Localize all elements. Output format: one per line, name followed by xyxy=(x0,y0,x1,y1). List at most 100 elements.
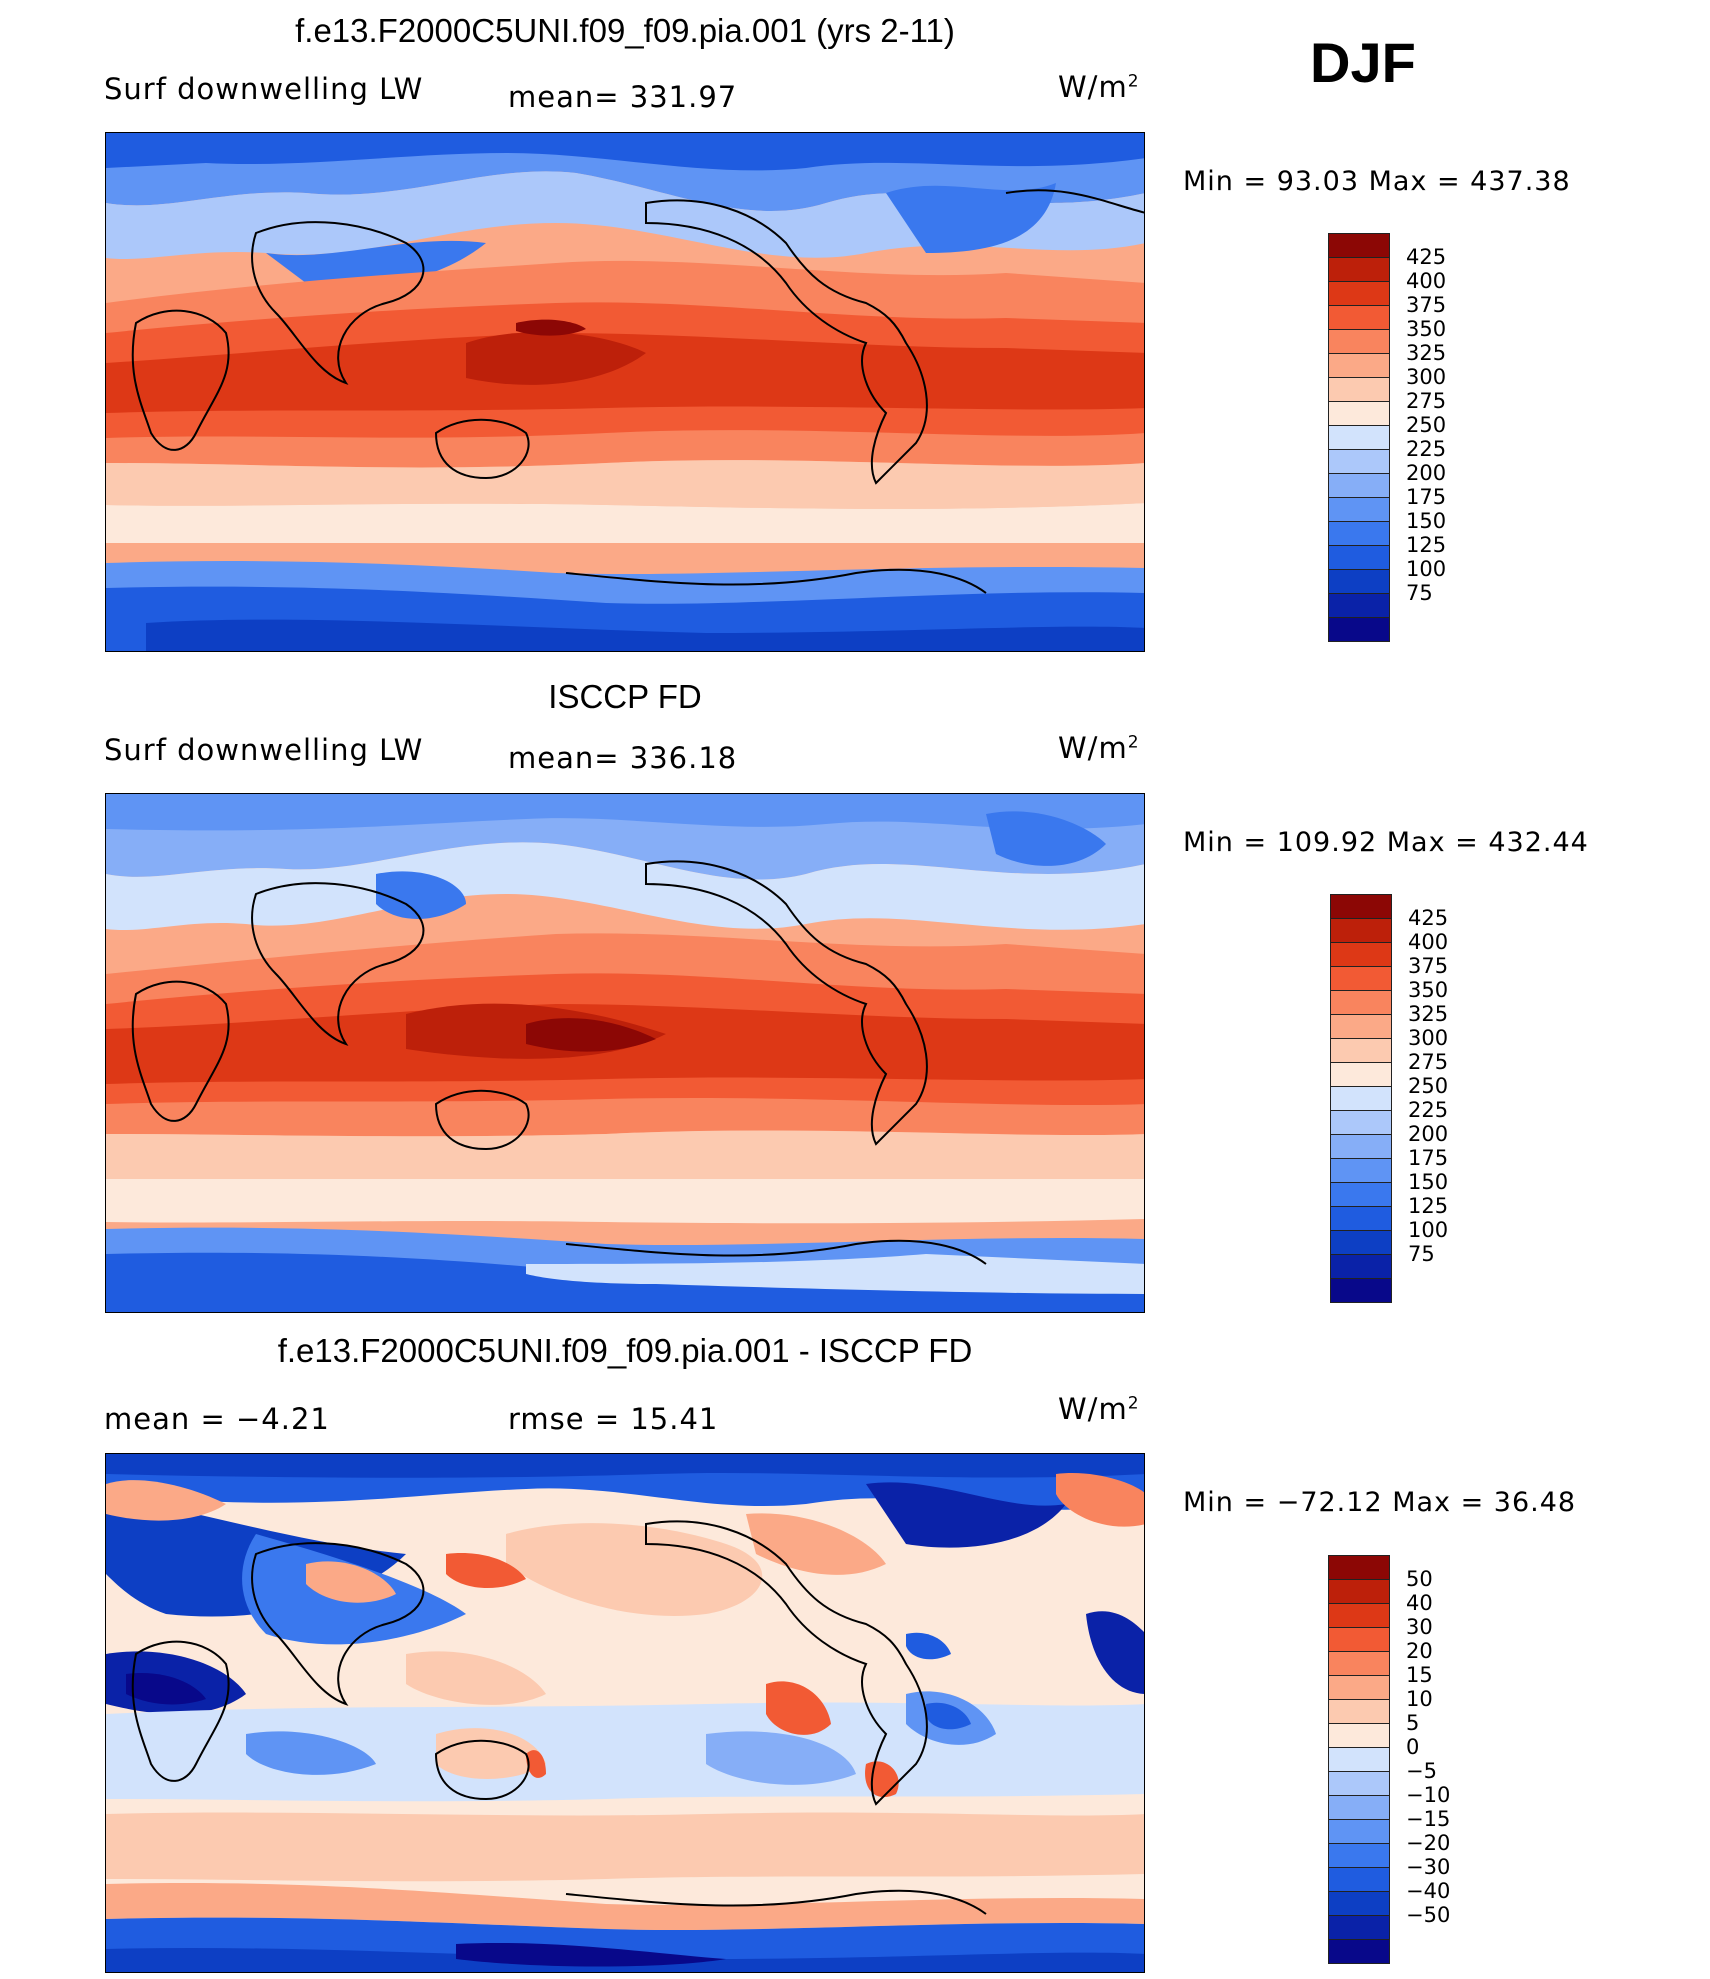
panel-2-units: W/m2 xyxy=(1058,731,1140,765)
colorbar-level-label: 300 xyxy=(1406,365,1447,389)
panel-3-map-field xyxy=(106,1454,1144,1972)
colorbar-level-label: −20 xyxy=(1406,1831,1451,1855)
colorbar-level-label: 275 xyxy=(1408,1050,1449,1074)
colorbar-swatch xyxy=(1328,233,1390,258)
colorbar-level-label: 350 xyxy=(1408,978,1449,1002)
colorbar-swatch xyxy=(1330,1086,1392,1111)
colorbar-level-label: 20 xyxy=(1406,1639,1433,1663)
panel-3-mean-label: mean = −4.21 xyxy=(104,1402,330,1436)
colorbar-swatch xyxy=(1330,1206,1392,1231)
colorbar-level-label: 375 xyxy=(1408,954,1449,978)
colorbar-swatch xyxy=(1328,329,1390,354)
colorbar-level-label: 175 xyxy=(1406,485,1447,509)
panel-1-colorbar: 425 400 375 350 325 300 275 250 225 200 175 150 125 1… xyxy=(1328,233,1446,642)
panel-1-title: f.e13.F2000C5UNI.f09_f09.pia.001 (yrs 2-… xyxy=(295,12,955,49)
colorbar-swatch xyxy=(1328,257,1390,282)
colorbar-level-label: 75 xyxy=(1406,581,1433,605)
colorbar-swatch xyxy=(1328,377,1390,402)
colorbar-swatch xyxy=(1328,1699,1390,1724)
colorbar-swatch xyxy=(1330,990,1392,1015)
panel-2-map xyxy=(105,793,1145,1313)
colorbar-level-label: 325 xyxy=(1406,341,1447,365)
colorbar-swatch xyxy=(1328,401,1390,426)
colorbar-level-label: 300 xyxy=(1408,1026,1449,1050)
colorbar-swatch xyxy=(1328,425,1390,450)
panel-3-title: f.e13.F2000C5UNI.f09_f09.pia.001 - ISCCP… xyxy=(277,1332,973,1369)
colorbar-level-label: 5 xyxy=(1406,1711,1420,1735)
colorbar-level-label: 225 xyxy=(1406,437,1447,461)
panel-1-map-field xyxy=(106,133,1144,651)
colorbar-swatch xyxy=(1330,1014,1392,1039)
colorbar-level-label: 175 xyxy=(1408,1146,1449,1170)
colorbar-level-label: 275 xyxy=(1406,389,1447,413)
panel-2-map-field xyxy=(106,794,1144,1312)
colorbar-level-label: 75 xyxy=(1408,1242,1435,1266)
colorbar-swatch xyxy=(1328,305,1390,330)
colorbar-swatch xyxy=(1328,1867,1390,1892)
colorbar-level-label: 225 xyxy=(1408,1098,1449,1122)
colorbar-level-label: 150 xyxy=(1406,509,1447,533)
colorbar-level-label: 425 xyxy=(1408,906,1449,930)
panel-3-min-max: Min = −72.12 Max = 36.48 xyxy=(1183,1487,1577,1518)
colorbar-swatch xyxy=(1328,1651,1390,1676)
colorbar-level-label: 325 xyxy=(1408,1002,1449,1026)
panel-1-mean-label: mean= 331.97 xyxy=(508,80,738,114)
colorbar-swatch xyxy=(1330,1278,1392,1303)
colorbar-swatch xyxy=(1328,1771,1390,1796)
colorbar-level-label: 30 xyxy=(1406,1615,1433,1639)
colorbar-swatch xyxy=(1328,1579,1390,1604)
colorbar-swatch xyxy=(1328,353,1390,378)
colorbar-level-label: 400 xyxy=(1406,269,1447,293)
colorbar-level-label: −10 xyxy=(1406,1783,1451,1807)
colorbar-swatch xyxy=(1330,1038,1392,1063)
colorbar-swatch xyxy=(1328,1675,1390,1700)
colorbar-level-label: 400 xyxy=(1408,930,1449,954)
colorbar-swatch xyxy=(1328,473,1390,498)
colorbar-swatch xyxy=(1328,281,1390,306)
colorbar-swatch xyxy=(1330,1158,1392,1183)
colorbar-swatch xyxy=(1328,1747,1390,1772)
colorbar-swatch xyxy=(1330,1062,1392,1087)
colorbar-level-label: 250 xyxy=(1406,413,1447,437)
colorbar-level-label: 50 xyxy=(1406,1567,1433,1591)
colorbar-swatch xyxy=(1330,1110,1392,1135)
panel-3-colorbar: 50 40 30 20 15 10 5 0 −5 −10 −15 −20 −30 −40 −50 xyxy=(1328,1555,1450,1964)
colorbar-level-label: 350 xyxy=(1406,317,1447,341)
colorbar-swatch xyxy=(1328,545,1390,570)
colorbar-level-label: 200 xyxy=(1408,1122,1449,1146)
colorbar-swatch xyxy=(1330,942,1392,967)
colorbar-swatch xyxy=(1330,894,1392,919)
colorbar-swatch xyxy=(1330,1134,1392,1159)
colorbar-level-label: 100 xyxy=(1408,1218,1449,1242)
colorbar-level-label: 250 xyxy=(1408,1074,1449,1098)
colorbar-level-label: −30 xyxy=(1406,1855,1451,1879)
panel-2-min-max: Min = 109.92 Max = 432.44 xyxy=(1183,827,1589,858)
colorbar-swatch xyxy=(1330,1182,1392,1207)
colorbar-swatch xyxy=(1328,1819,1390,1844)
panel-2-title: ISCCP FD xyxy=(548,678,702,715)
colorbar-swatch xyxy=(1328,593,1390,618)
colorbar-swatch xyxy=(1330,1230,1392,1255)
colorbar-swatch xyxy=(1328,1795,1390,1820)
colorbar-level-label: 150 xyxy=(1408,1170,1449,1194)
colorbar-level-label: −40 xyxy=(1406,1879,1451,1903)
panel-2-mean-label: mean= 336.18 xyxy=(508,741,738,775)
colorbar-swatch xyxy=(1328,1603,1390,1628)
colorbar-level-label: −15 xyxy=(1406,1807,1451,1831)
panel-3-map xyxy=(105,1453,1145,1973)
panel-2-colorbar: 425 400 375 350 325 300 275 250 225 200 175 150 125 1… xyxy=(1330,894,1448,1303)
panel-1-map xyxy=(105,132,1145,652)
panel-3-units: W/m2 xyxy=(1058,1392,1140,1426)
colorbar-swatch xyxy=(1330,918,1392,943)
colorbar-swatch xyxy=(1330,1254,1392,1279)
colorbar-level-label: 10 xyxy=(1406,1687,1433,1711)
colorbar-level-label: 425 xyxy=(1406,245,1447,269)
colorbar-level-label: 100 xyxy=(1406,557,1447,581)
panel-1-units: W/m2 xyxy=(1058,70,1140,104)
colorbar-level-label: 125 xyxy=(1406,533,1447,557)
colorbar-swatch xyxy=(1328,1723,1390,1748)
colorbar-level-label: 15 xyxy=(1406,1663,1433,1687)
colorbar-swatch xyxy=(1328,521,1390,546)
colorbar-swatch xyxy=(1328,1843,1390,1868)
colorbar-level-label: −50 xyxy=(1406,1903,1451,1927)
